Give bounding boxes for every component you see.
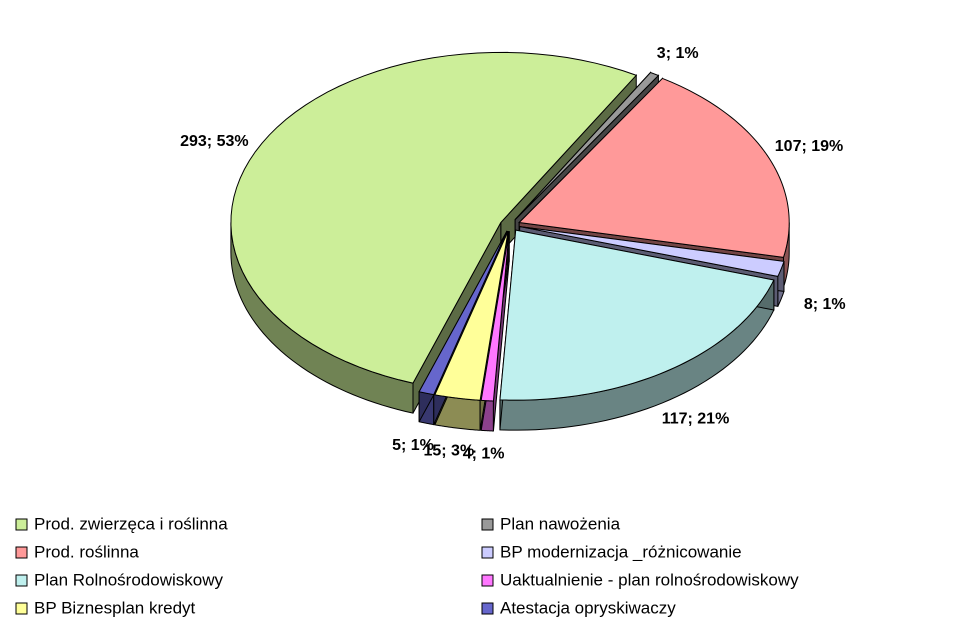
data-label: 3; 1% <box>657 45 699 62</box>
legend-label: BP modernizacja _różnicowanie <box>500 542 742 561</box>
data-label: 4; 1% <box>463 446 505 463</box>
legend-label: Prod. roślinna <box>34 542 139 561</box>
legend-label: Uaktualnienie - plan rolnośrodowiskowy <box>500 570 799 589</box>
legend-swatch <box>481 574 494 587</box>
pie-slice <box>518 77 790 258</box>
legend-label: Plan Rolnośrodowiskowy <box>34 570 223 589</box>
legend-swatch <box>481 602 494 615</box>
legend-label: BP Biznesplan kredyt <box>34 598 196 617</box>
data-label: 293; 53% <box>180 133 249 150</box>
pie-slice <box>519 226 785 277</box>
data-label: 8; 1% <box>804 296 846 313</box>
legend-swatch <box>15 546 28 559</box>
legend-swatch <box>481 518 494 531</box>
pie-slice <box>230 51 638 384</box>
legend-label: Prod. zwierzęca i roślinna <box>34 514 228 533</box>
slice-tops <box>230 51 790 402</box>
legend-swatch <box>15 602 28 615</box>
pie-slice <box>418 230 508 396</box>
data-label: 107; 19% <box>775 138 844 155</box>
data-label: 5; 1% <box>392 437 434 454</box>
data-label: 15; 3% <box>423 443 474 460</box>
data-label: 117; 21% <box>662 410 730 427</box>
legend-swatch <box>481 546 494 559</box>
pie-slice <box>434 230 509 401</box>
legend-label: Atestacja opryskiwaczy <box>500 598 676 617</box>
legend-swatch <box>15 518 28 531</box>
legend-swatch <box>15 574 28 587</box>
pie-slice <box>514 71 660 220</box>
pie-slice <box>480 231 510 402</box>
legend-label: Plan nawożenia <box>500 514 621 533</box>
pie-slice <box>499 229 775 401</box>
